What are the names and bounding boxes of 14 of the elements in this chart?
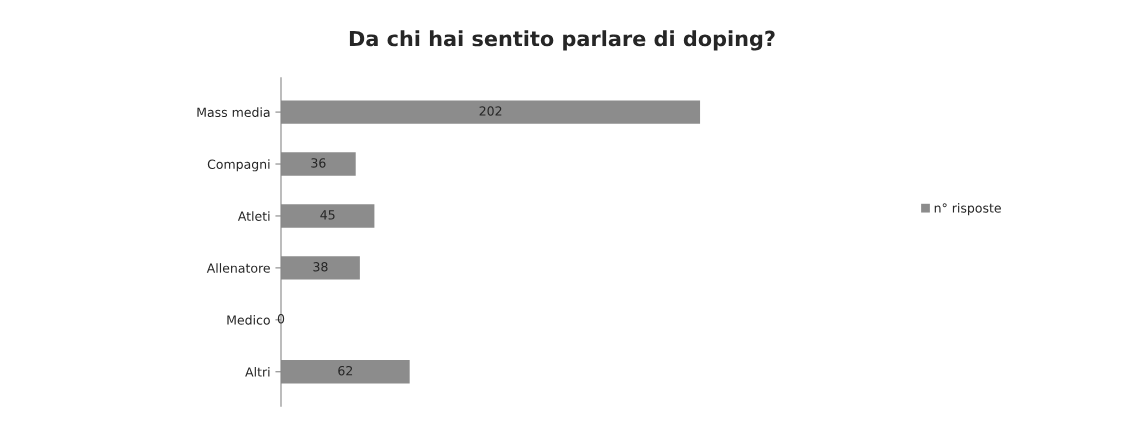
data-label: 62: [338, 365, 353, 376]
legend-label: n° risposte: [934, 203, 1001, 216]
data-label: 202: [479, 106, 502, 116]
data-label: 0: [277, 313, 285, 324]
data-label: 36: [311, 158, 326, 168]
chart-title: Da chi hai sentito parlare di doping?: [349, 30, 775, 51]
data-label: 38: [313, 262, 328, 272]
y-tick-label: Compagni: [207, 159, 270, 172]
y-tick-label: Mass media: [197, 107, 270, 118]
data-label: 45: [320, 210, 335, 220]
y-tick-label: Atleti: [237, 211, 270, 221]
y-tick-label: Medico: [227, 315, 270, 325]
y-tick-label: Allenatore: [206, 263, 270, 273]
y-tick-label: Altri: [245, 367, 270, 377]
